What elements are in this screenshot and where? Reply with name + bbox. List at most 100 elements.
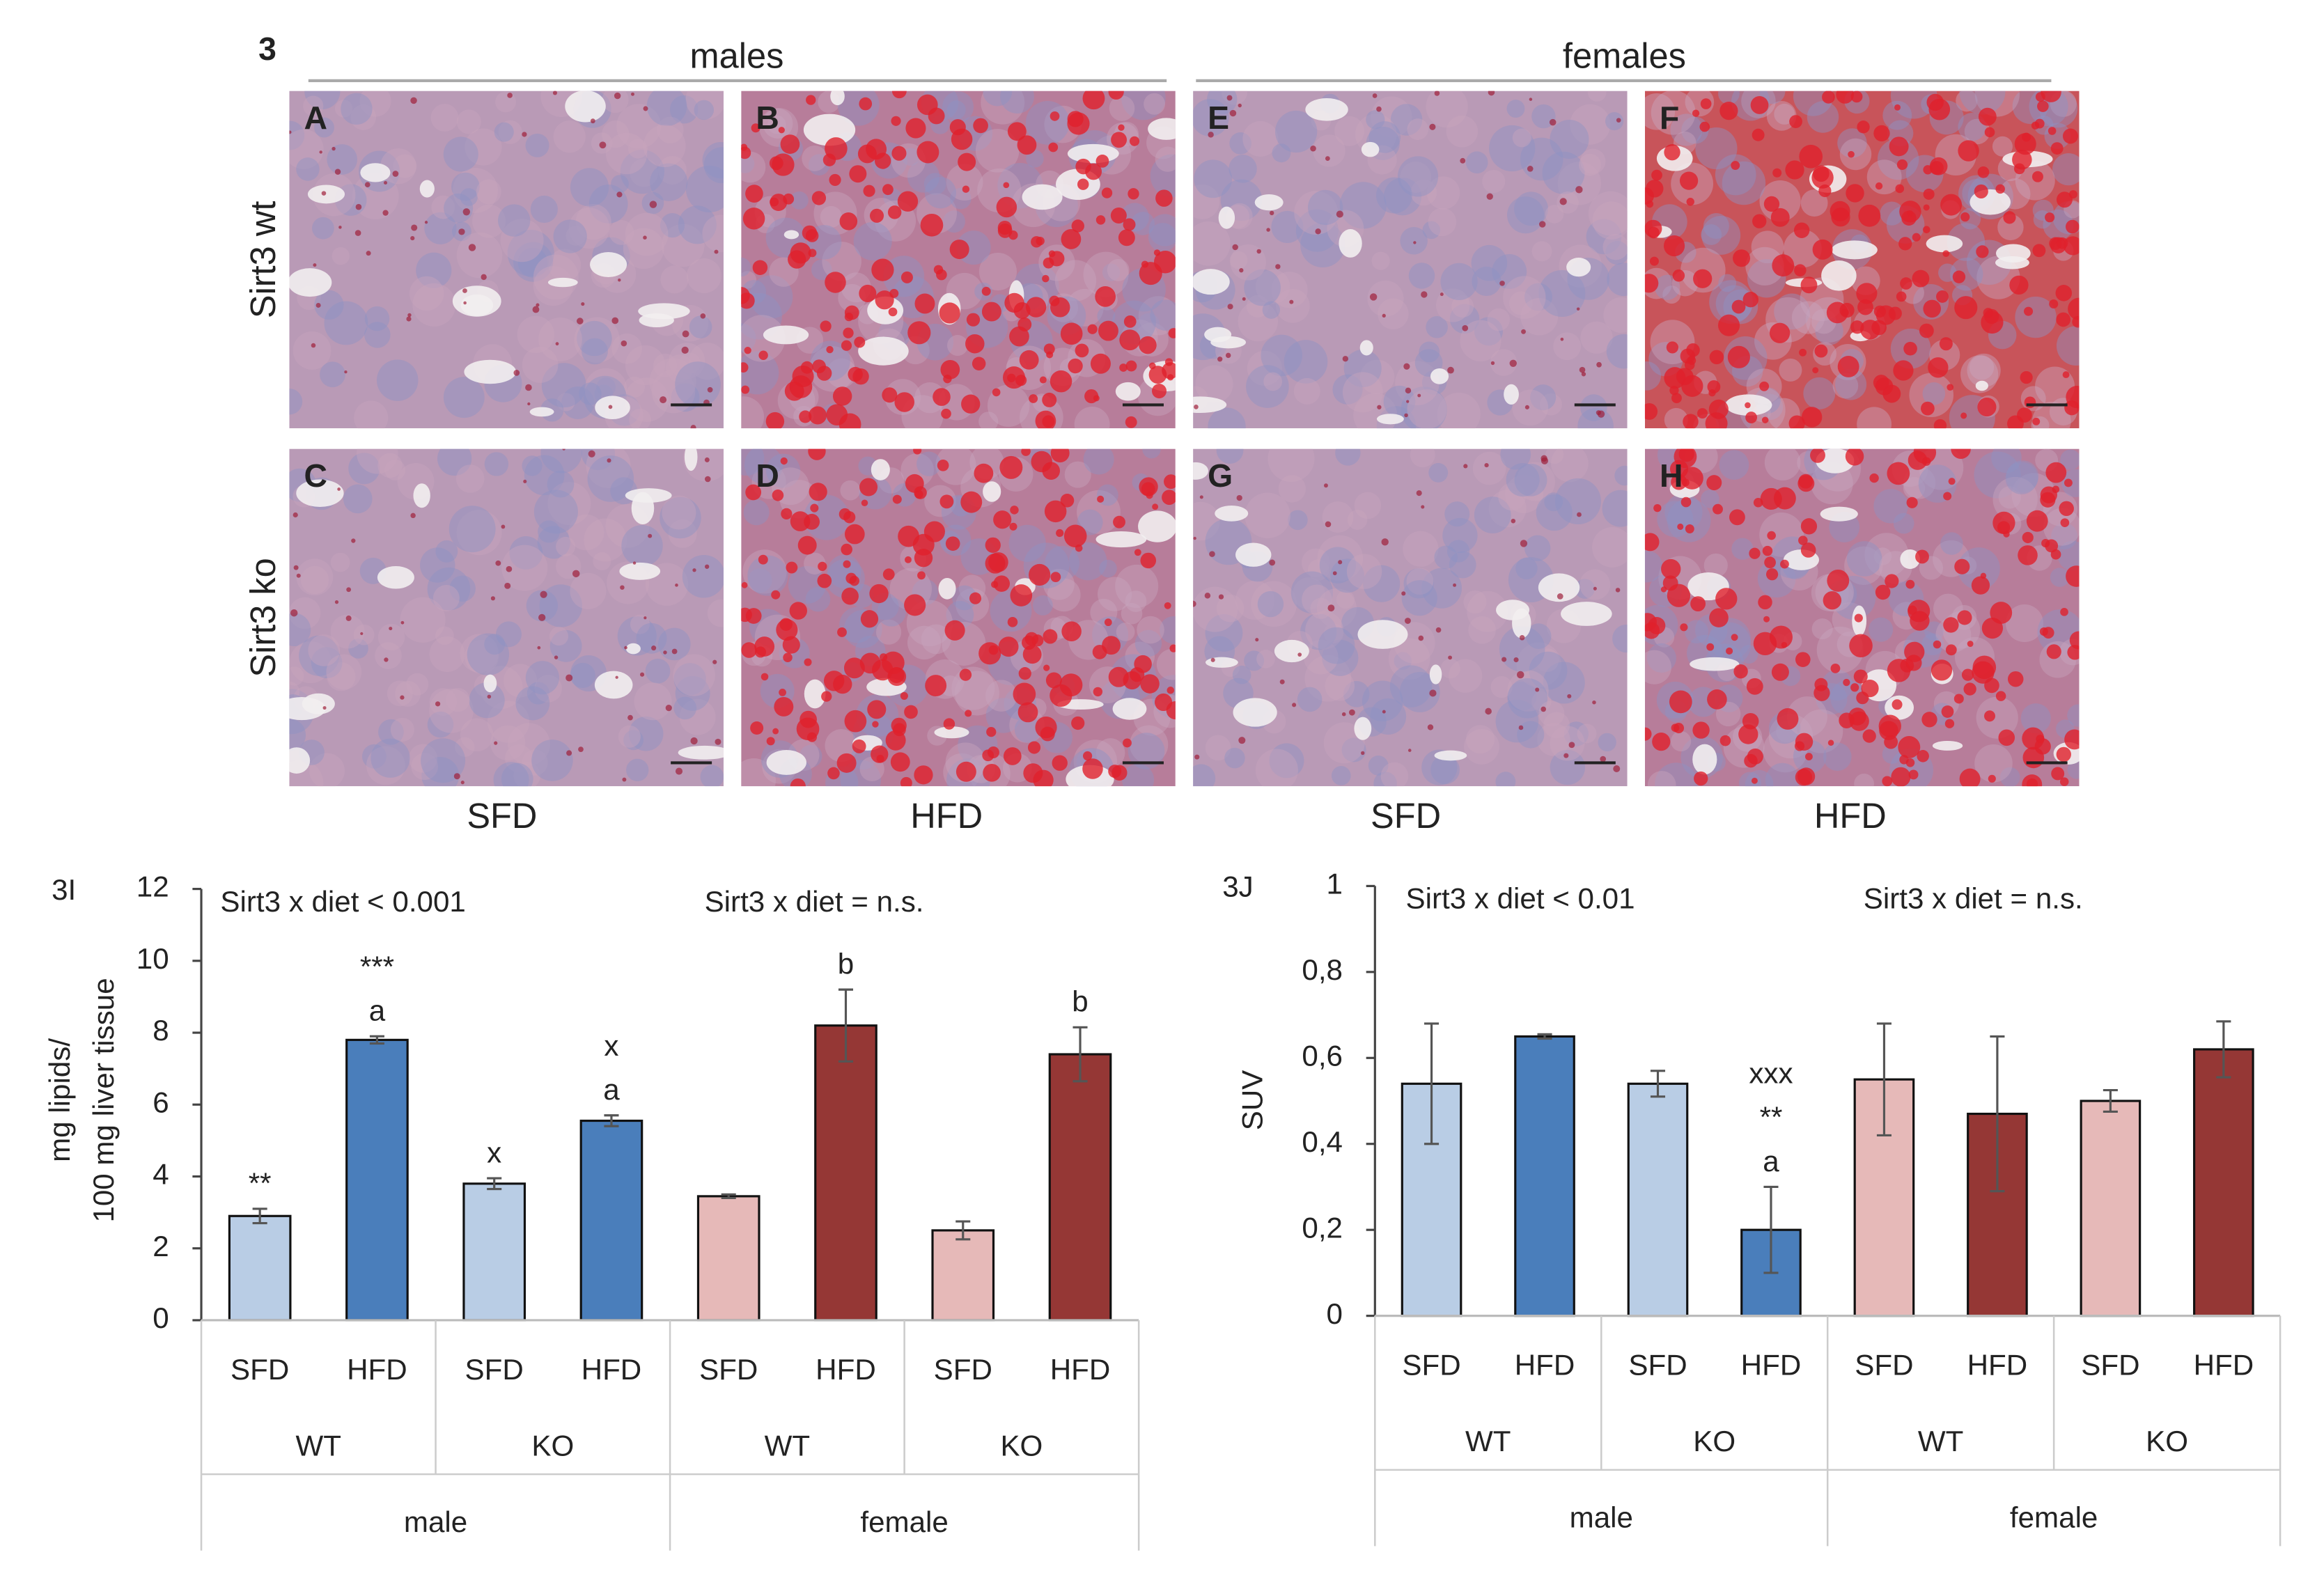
cell xyxy=(1419,341,1440,363)
cell xyxy=(498,120,522,144)
cell xyxy=(1403,531,1439,567)
droplet xyxy=(1795,733,1814,751)
cell xyxy=(1268,448,1315,483)
droplet xyxy=(1077,178,1089,190)
droplet xyxy=(2052,485,2060,494)
droplet xyxy=(1984,127,1995,138)
droplet xyxy=(848,366,863,382)
droplet xyxy=(872,721,879,728)
droplet xyxy=(781,508,793,519)
vessel xyxy=(565,91,606,123)
droplet xyxy=(1706,475,1722,491)
vessel xyxy=(413,483,430,508)
droplet xyxy=(852,739,866,753)
droplet xyxy=(885,730,906,751)
cell xyxy=(456,232,503,279)
droplet xyxy=(913,448,922,455)
droplet xyxy=(1700,98,1712,109)
droplet xyxy=(1905,655,1922,671)
droplet xyxy=(1906,496,1918,508)
droplet xyxy=(1976,245,1989,258)
droplet xyxy=(1961,668,1974,681)
droplet xyxy=(1995,184,2005,194)
droplet xyxy=(1447,366,1454,374)
cell xyxy=(1525,623,1552,649)
x-tick-label: HFD xyxy=(1515,1348,1575,1381)
droplet xyxy=(1529,97,1533,101)
cell xyxy=(476,179,501,205)
droplet xyxy=(389,627,393,631)
cell xyxy=(484,634,506,655)
droplet xyxy=(704,457,710,462)
vessel xyxy=(803,114,856,146)
y-axis-label: 100 mg liver tissue xyxy=(87,978,120,1222)
cell xyxy=(809,346,855,392)
cell xyxy=(1297,687,1323,712)
droplet xyxy=(2031,121,2040,130)
x-tick-label: HFD xyxy=(816,1353,876,1386)
cell xyxy=(1474,496,1511,534)
cell xyxy=(568,514,604,551)
droplet xyxy=(1082,91,1105,110)
cell xyxy=(1506,196,1545,234)
droplet xyxy=(1777,708,1799,730)
vessel xyxy=(307,185,345,204)
cell xyxy=(1150,154,1176,197)
droplet xyxy=(1009,326,1029,347)
cell xyxy=(1262,301,1281,319)
cell xyxy=(1707,622,1752,666)
cell xyxy=(616,104,662,149)
droplet xyxy=(639,672,645,677)
vessel xyxy=(1512,608,1531,639)
droplet xyxy=(1644,187,1654,205)
cell xyxy=(400,597,446,643)
droplet xyxy=(808,448,826,460)
cell xyxy=(700,765,724,787)
y-tick-label: 8 xyxy=(153,1014,169,1047)
cell xyxy=(1506,463,1540,497)
droplet xyxy=(1745,402,1751,409)
bar xyxy=(579,1119,644,1322)
droplet xyxy=(978,642,1001,665)
droplet xyxy=(752,260,768,276)
cell xyxy=(629,408,651,429)
cell xyxy=(460,188,478,206)
cell xyxy=(1490,676,1513,698)
droplet xyxy=(821,691,832,702)
droplet xyxy=(960,491,983,513)
droplet xyxy=(1048,142,1059,152)
droplet xyxy=(826,345,834,354)
droplet xyxy=(1336,210,1343,218)
cell xyxy=(1421,568,1462,609)
cell xyxy=(377,623,405,651)
droplet xyxy=(1879,721,1898,740)
droplet xyxy=(1148,362,1156,370)
droplet xyxy=(1232,244,1238,251)
cell xyxy=(1664,407,1688,429)
cell xyxy=(1580,569,1611,600)
droplet xyxy=(1662,575,1678,591)
droplet xyxy=(1699,121,1710,132)
droplet xyxy=(462,208,470,216)
droplet xyxy=(914,293,935,314)
droplet xyxy=(1861,680,1879,698)
vessel xyxy=(1305,97,1348,121)
droplet xyxy=(392,171,399,177)
cell xyxy=(1531,241,1552,262)
cell xyxy=(907,625,942,660)
droplet xyxy=(290,609,298,617)
droplet xyxy=(1050,111,1060,121)
cell xyxy=(299,635,340,676)
droplet xyxy=(1998,729,2015,746)
genotype-label: WT xyxy=(1465,1425,1511,1457)
annotation-note: Sirt3 x diet = n.s. xyxy=(1864,882,2083,915)
cell xyxy=(1013,263,1059,309)
cell xyxy=(1303,639,1339,675)
vessel xyxy=(1205,657,1238,668)
cell xyxy=(1388,638,1430,680)
panel-letter: B xyxy=(756,100,779,136)
droplet xyxy=(1959,768,1981,787)
droplet xyxy=(615,675,618,679)
vessel xyxy=(1339,229,1362,258)
droplet xyxy=(1715,588,1738,610)
